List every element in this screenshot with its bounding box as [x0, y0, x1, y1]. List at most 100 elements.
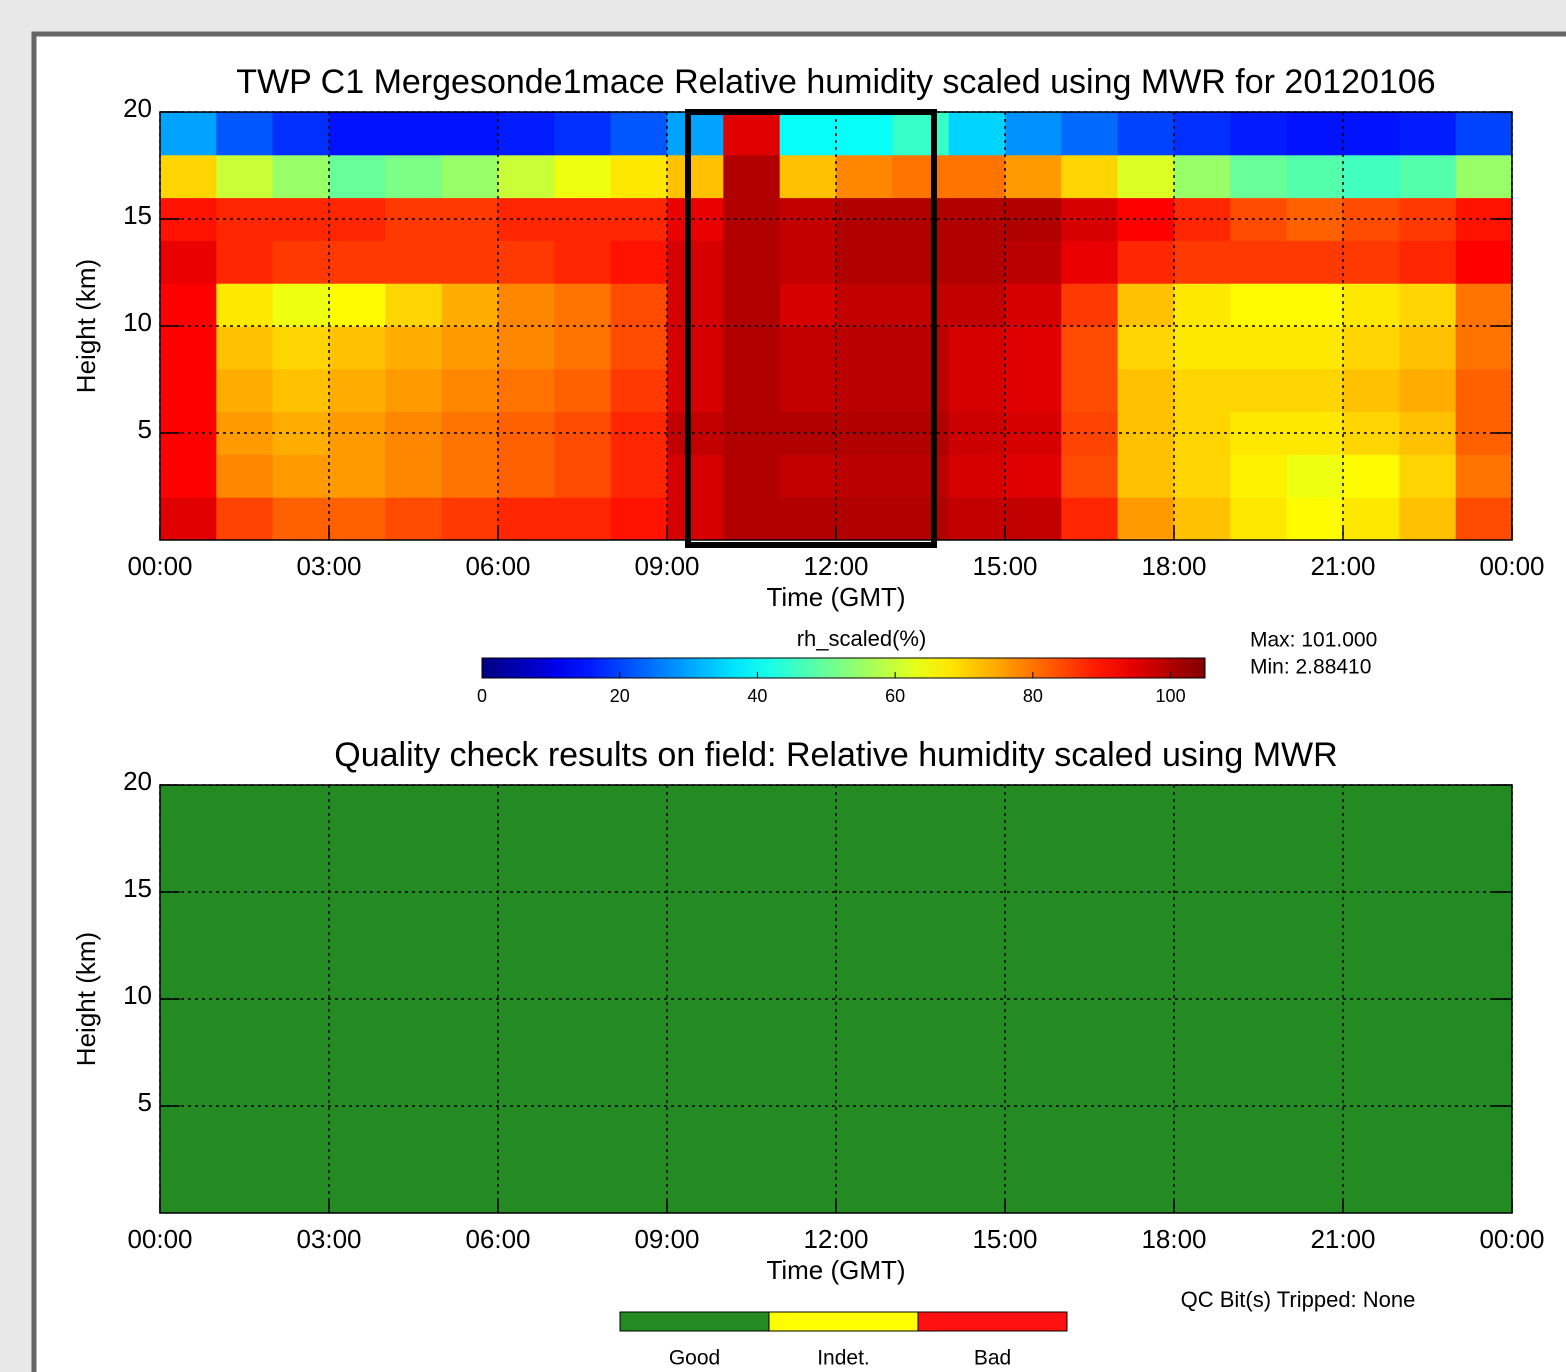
- cell: [160, 497, 217, 541]
- cell: [948, 154, 1006, 199]
- cell: [160, 283, 217, 327]
- cell: [441, 454, 499, 498]
- cell: [385, 454, 443, 498]
- cell: [836, 497, 893, 541]
- cell: [948, 326, 1006, 370]
- cell: [554, 283, 612, 327]
- cell: [554, 454, 612, 498]
- legend-swatch: [619, 1311, 770, 1332]
- cell: [1061, 154, 1119, 199]
- cell: [385, 240, 443, 284]
- chart-title: Quality check results on field: Relative…: [334, 736, 1337, 774]
- x-tick-label: 15:00: [972, 551, 1037, 581]
- cell: [892, 197, 950, 241]
- cell: [1343, 112, 1400, 156]
- cell: [1117, 454, 1175, 498]
- cell: [1174, 454, 1231, 498]
- cell: [892, 497, 950, 541]
- cell: [610, 154, 668, 199]
- cell: [441, 326, 499, 370]
- cell: [948, 283, 1006, 327]
- cell: [723, 112, 781, 156]
- cell: [1005, 283, 1062, 327]
- cell: [498, 283, 555, 327]
- cell: [892, 154, 950, 199]
- cell: [1230, 368, 1288, 413]
- y-tick-label: 15: [123, 200, 152, 230]
- x-tick-label: 00:00: [1479, 551, 1544, 581]
- cell: [1343, 368, 1400, 413]
- cell: [1455, 283, 1513, 327]
- legend-label: Good: [669, 1347, 720, 1370]
- y-tick-label: 5: [138, 414, 152, 444]
- cell: [836, 411, 893, 455]
- cell: [554, 368, 612, 413]
- legend-label: Indet.: [817, 1347, 870, 1370]
- cell: [441, 497, 499, 541]
- cell: [329, 154, 386, 199]
- cell: [1343, 154, 1400, 199]
- cell: [1005, 154, 1062, 199]
- stat-label: Min: 2.88410: [1250, 656, 1371, 679]
- cell: [1117, 112, 1175, 156]
- y-axis-label: Height (km): [71, 932, 101, 1066]
- cell: [1455, 240, 1513, 284]
- cell: [1061, 454, 1119, 498]
- cell: [1399, 368, 1457, 413]
- cell: [667, 326, 724, 370]
- cell: [1230, 454, 1288, 498]
- cell: [723, 283, 781, 327]
- cell: [667, 240, 724, 284]
- x-tick-label: 12:00: [803, 1224, 868, 1254]
- cell: [948, 454, 1006, 498]
- cell: [610, 326, 668, 370]
- cell: [441, 283, 499, 327]
- cell: [1005, 197, 1062, 241]
- y-tick-label: 15: [123, 873, 152, 903]
- qc-note: QC Bit(s) Tripped: None: [1181, 1287, 1416, 1312]
- y-tick-label: 10: [123, 307, 152, 337]
- cell: [1455, 454, 1513, 498]
- cell: [216, 454, 274, 498]
- colorbar-tick-label: 20: [610, 686, 630, 706]
- cell: [948, 411, 1006, 455]
- cell: [329, 497, 386, 541]
- cell: [160, 240, 217, 284]
- x-tick-label: 18:00: [1141, 1224, 1206, 1254]
- cell: [836, 454, 893, 498]
- highlight-box: [685, 109, 937, 548]
- cell: [610, 283, 668, 327]
- cell: [1343, 240, 1400, 284]
- cell: [1286, 112, 1344, 156]
- cell: [272, 240, 330, 284]
- cell: [498, 240, 555, 284]
- cell: [1117, 283, 1175, 327]
- cell: [892, 368, 950, 413]
- cell: [1286, 454, 1344, 498]
- cell: [385, 326, 443, 370]
- y-tick-label: 20: [123, 766, 152, 796]
- x-tick-label: 09:00: [634, 1224, 699, 1254]
- cell: [1230, 497, 1288, 541]
- cell: [1174, 154, 1231, 199]
- cell: [1286, 497, 1344, 541]
- cell: [216, 368, 274, 413]
- cell: [948, 197, 1006, 241]
- colorbar-label: rh_scaled(%): [797, 626, 927, 651]
- cell: [948, 497, 1006, 541]
- stat-label: Max: 101.000: [1250, 629, 1377, 652]
- cell: [554, 112, 612, 156]
- cell: [1399, 112, 1457, 156]
- cell: [1174, 497, 1231, 541]
- cell: [216, 154, 274, 199]
- y-tick-label: 5: [138, 1087, 152, 1117]
- cell: [610, 240, 668, 284]
- cell: [667, 154, 724, 199]
- x-tick-label: 18:00: [1141, 551, 1206, 581]
- cell: [272, 454, 330, 498]
- cell: [1005, 497, 1062, 541]
- cell: [779, 240, 837, 284]
- cell: [1399, 240, 1457, 284]
- cell: [892, 411, 950, 455]
- cell: [892, 326, 950, 370]
